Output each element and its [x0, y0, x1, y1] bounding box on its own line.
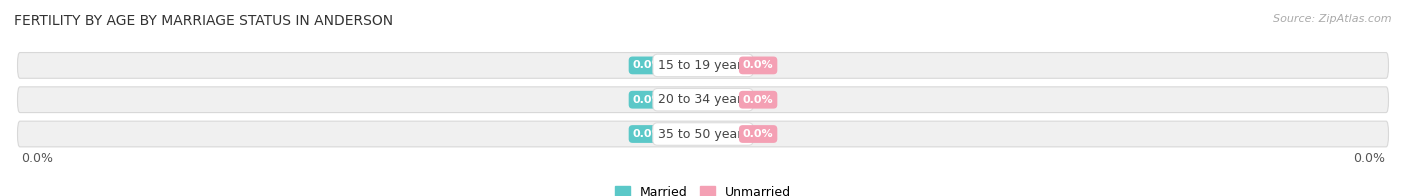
Text: 15 to 19 years: 15 to 19 years — [658, 59, 748, 72]
Text: 35 to 50 years: 35 to 50 years — [658, 128, 748, 141]
Text: 0.0%: 0.0% — [742, 129, 773, 139]
Text: 20 to 34 years: 20 to 34 years — [658, 93, 748, 106]
Legend: Married, Unmarried: Married, Unmarried — [610, 181, 796, 196]
Text: 0.0%: 0.0% — [633, 129, 664, 139]
Text: 0.0%: 0.0% — [1353, 152, 1385, 165]
Text: 0.0%: 0.0% — [742, 60, 773, 70]
FancyBboxPatch shape — [17, 121, 1389, 147]
Text: 0.0%: 0.0% — [633, 95, 664, 105]
Text: 0.0%: 0.0% — [633, 60, 664, 70]
Text: Source: ZipAtlas.com: Source: ZipAtlas.com — [1274, 14, 1392, 24]
Text: FERTILITY BY AGE BY MARRIAGE STATUS IN ANDERSON: FERTILITY BY AGE BY MARRIAGE STATUS IN A… — [14, 14, 394, 28]
Text: 0.0%: 0.0% — [742, 95, 773, 105]
FancyBboxPatch shape — [17, 87, 1389, 113]
FancyBboxPatch shape — [17, 53, 1389, 78]
Text: 0.0%: 0.0% — [21, 152, 53, 165]
